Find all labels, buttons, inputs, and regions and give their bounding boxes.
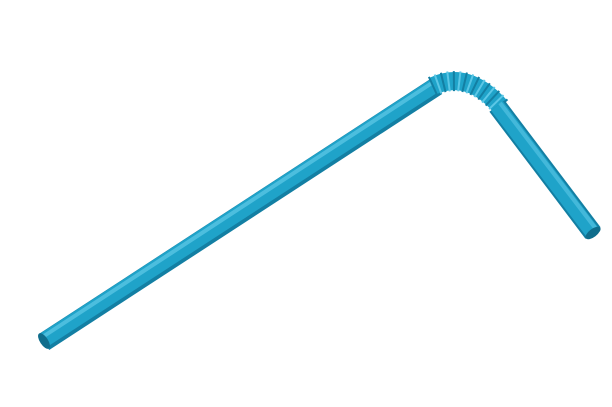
straw-end-left bbox=[38, 333, 50, 349]
bendy-straw bbox=[38, 71, 601, 350]
straw-end-right bbox=[585, 226, 601, 240]
bend-ridge bbox=[484, 90, 500, 107]
bend-ridge bbox=[427, 76, 439, 96]
straw-bend-corrugation bbox=[427, 71, 509, 114]
straw-long-segment bbox=[38, 77, 443, 350]
bend-ridge bbox=[473, 79, 486, 98]
bend-ridge bbox=[457, 71, 462, 92]
bend-ridge bbox=[433, 74, 443, 94]
bend-ridge bbox=[469, 76, 481, 96]
bend-ridge bbox=[481, 86, 496, 104]
bend-ridge bbox=[477, 82, 491, 101]
bend-ridge bbox=[488, 94, 505, 110]
bend-ridge bbox=[465, 74, 475, 94]
straw-short-segment bbox=[489, 100, 601, 239]
bend-ridge bbox=[461, 72, 468, 93]
bend-ridge bbox=[446, 71, 451, 92]
bend-ridge bbox=[439, 72, 447, 93]
